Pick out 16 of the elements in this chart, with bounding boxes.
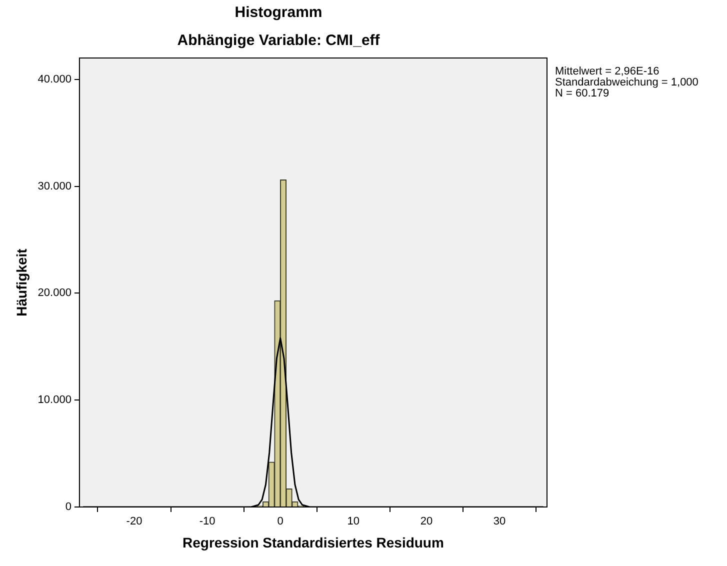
y-tick-label: 10.000	[38, 394, 72, 406]
x-tick-label: 0	[277, 516, 284, 528]
y-tick-label: 30.000	[38, 180, 72, 192]
y-tick-label: 40.000	[38, 73, 72, 86]
text: Mittelwert = 2,96E-16 Standardabweichung = 1,000 N = 60.179	[555, 66, 698, 100]
y-tick-label: 20.000	[38, 287, 72, 300]
x-tick-label: -20	[126, 516, 142, 528]
chart-subtitle: Abhängige Variable: CMI_eff	[177, 32, 381, 50]
y-axis-title: Häufigkeit	[13, 248, 30, 316]
x-tick-label: 10	[347, 516, 360, 528]
x-tick-label: 20	[420, 516, 433, 528]
x-axis-title: Regression Standardisiertes Residuum	[182, 534, 444, 550]
y-tick-label: 0	[65, 501, 72, 514]
x-tick-label: 30	[493, 516, 506, 528]
x-tick-label: -10	[199, 516, 216, 528]
chart-title: Histogramm	[234, 4, 322, 22]
